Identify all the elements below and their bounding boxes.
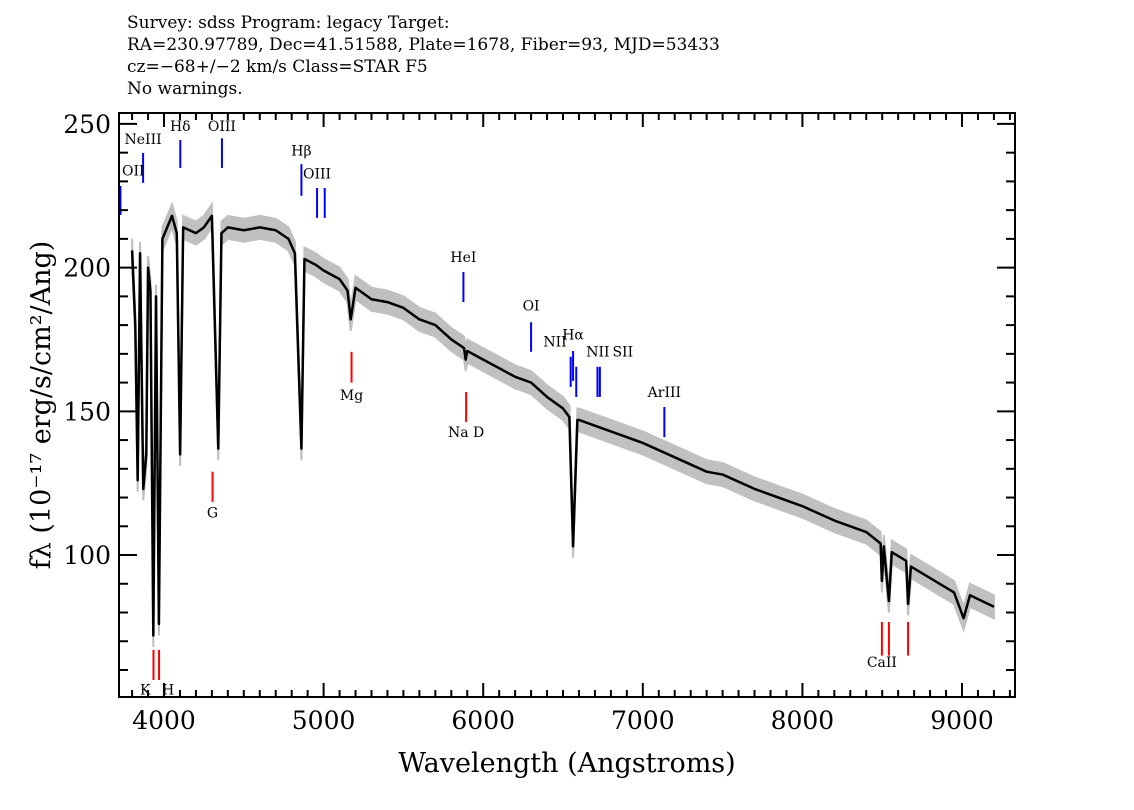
header-redshift-line: cz=−68+/−2 km/s Class=STAR F5	[127, 57, 428, 77]
y-tick-label: 200	[63, 254, 111, 283]
line-label: SII	[612, 345, 633, 361]
x-tick-label: 8000	[771, 706, 835, 735]
line-label: ArIII	[647, 385, 681, 401]
x-tick-label: 9000	[930, 706, 994, 735]
line-markers	[119, 138, 910, 681]
x-axis-title: Wavelength (Angstroms)	[398, 748, 735, 779]
line-label: Hα	[562, 327, 584, 343]
header-survey-line: Survey: sdss Program: legacy Target:	[127, 13, 450, 33]
line-label: OI	[523, 299, 540, 315]
line-label: Mg	[340, 388, 363, 404]
x-tick-label: 6000	[451, 706, 515, 735]
spectrum-header: Survey: sdss Program: legacy Target: RA=…	[127, 12, 720, 100]
flux-line	[130, 214, 995, 637]
y-tick-label: 150	[63, 397, 111, 426]
line-label: H	[162, 682, 174, 698]
line-label: OIII	[208, 119, 236, 135]
line-label: NeIII	[125, 132, 162, 148]
line-label: Hβ	[291, 144, 311, 160]
line-label: G	[207, 506, 218, 522]
line-label: Na D	[448, 425, 484, 441]
line-label: NII	[543, 335, 566, 351]
x-tick-label: 4000	[132, 706, 196, 735]
x-tick-label: 5000	[292, 706, 356, 735]
header-warnings-line: No warnings.	[127, 79, 243, 99]
line-label: K	[140, 682, 151, 698]
line-label: HeI	[450, 250, 476, 266]
header-coordinates-line: RA=230.97789, Dec=41.51588, Plate=1678, …	[127, 35, 720, 55]
line-label: OII	[122, 164, 145, 180]
y-axis-title: fλ (10⁻¹⁷ erg/s/cm²/Ang)	[26, 241, 57, 570]
plot-frame	[118, 112, 1016, 698]
line-label: OIII	[303, 167, 331, 183]
line-label: Hδ	[170, 119, 191, 135]
error-band	[131, 201, 995, 648]
line-label: CaII	[867, 655, 897, 671]
y-tick-label: 250	[63, 110, 111, 139]
y-tick-label: 100	[63, 541, 111, 570]
line-label: NII	[586, 345, 609, 361]
x-tick-label: 7000	[611, 706, 675, 735]
